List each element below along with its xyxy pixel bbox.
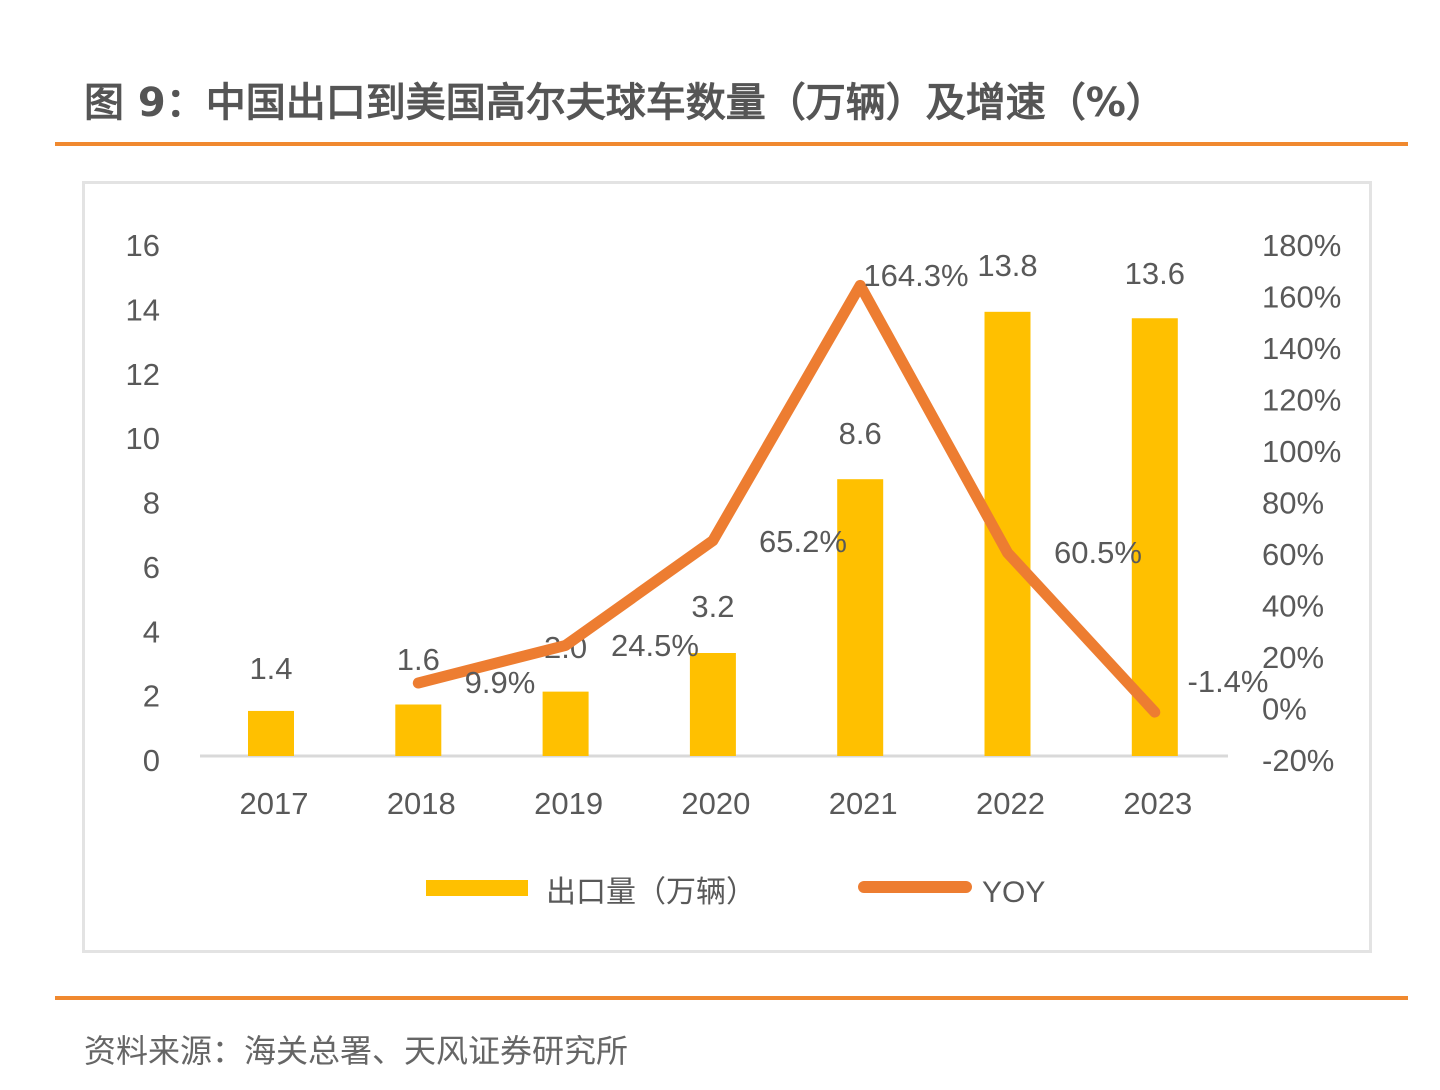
right-tick-label: -20% [1262, 743, 1334, 778]
yoy-data-labels: 9.9% 24.5% 65.2% 164.3% 60.5% -1.4% [465, 258, 1269, 700]
legend-label-line: YOY [982, 876, 1045, 909]
yoy-data-label: 24.5% [611, 628, 699, 663]
right-tick-label: 60% [1262, 537, 1324, 572]
left-tick-label: 12 [126, 357, 160, 392]
right-tick-label: 180% [1262, 228, 1341, 263]
bar-data-label: 13.6 [1125, 256, 1185, 291]
right-tick-label: 140% [1262, 331, 1341, 366]
bar-data-labels: 1.4 1.6 2.03.28.613.8 13.6 [249, 248, 1185, 686]
left-tick-label: 16 [126, 228, 160, 263]
yoy-data-label: 164.3% [863, 258, 968, 293]
bar [1131, 318, 1178, 756]
yoy-data-label: 65.2% [759, 524, 847, 559]
yoy-data-label: 60.5% [1054, 535, 1142, 570]
bar-data-label: 3.2 [691, 589, 734, 624]
source-note: 资料来源：海关总署、天风证券研究所 [84, 1032, 629, 1070]
title-divider [55, 142, 1408, 146]
bar [395, 704, 442, 756]
x-tick-label: 2022 [976, 786, 1045, 821]
bar-series [248, 311, 1178, 756]
yoy-series [412, 279, 1161, 718]
legend: 出口量（万辆） YOY [426, 876, 1045, 909]
x-tick-label: 2018 [387, 786, 456, 821]
bar-data-label: 1.6 [397, 642, 440, 677]
chart-frame [82, 181, 1372, 953]
x-tick-label: 2020 [681, 786, 750, 821]
yoy-data-label: 9.9% [465, 665, 536, 700]
right-tick-label: 0% [1262, 692, 1307, 727]
x-tick-label: 2019 [534, 786, 603, 821]
bar [542, 691, 589, 756]
yoy-line [412, 279, 1161, 718]
bar [248, 710, 294, 756]
right-tick-label: 40% [1262, 589, 1324, 624]
right-axis: -20% 0% 20% 40% 60% 80% 100% 120% 140% 160% 180% [1262, 228, 1341, 778]
left-tick-label: 4 [143, 614, 160, 649]
left-tick-label: 6 [143, 550, 160, 585]
bar-data-label: 13.8 [977, 248, 1037, 283]
x-axis: 2017 2018 2019 2020 2021 2022 2023 [240, 786, 1193, 821]
bar-data-label: 8.6 [839, 416, 882, 451]
figure-title: 图 9：中国出口到美国高尔夫球车数量（万辆）及增速（%） [84, 80, 1166, 126]
left-tick-label: 8 [143, 486, 160, 521]
x-tick-label: 2017 [240, 786, 309, 821]
legend-label-bar: 出口量（万辆） [546, 876, 756, 909]
left-tick-label: 2 [143, 679, 160, 714]
right-tick-label: 100% [1262, 434, 1341, 469]
left-tick-label: 14 [126, 292, 160, 327]
right-tick-label: 80% [1262, 486, 1324, 521]
bar [689, 653, 736, 756]
yoy-data-label: -1.4% [1188, 664, 1269, 699]
source-divider [55, 996, 1408, 1000]
left-tick-label: 0 [143, 743, 160, 778]
left-axis: 0 2 4 6 8 10 12 14 16 [126, 228, 160, 778]
x-tick-label: 2023 [1123, 786, 1192, 821]
left-tick-label: 10 [126, 421, 160, 456]
right-tick-label: 120% [1262, 383, 1341, 418]
right-tick-label: 20% [1262, 640, 1324, 675]
legend-swatch-bar [426, 880, 528, 896]
right-tick-label: 160% [1262, 280, 1341, 315]
x-tick-label: 2021 [829, 786, 898, 821]
bar-data-label: 1.4 [249, 651, 292, 686]
bar [837, 479, 884, 756]
